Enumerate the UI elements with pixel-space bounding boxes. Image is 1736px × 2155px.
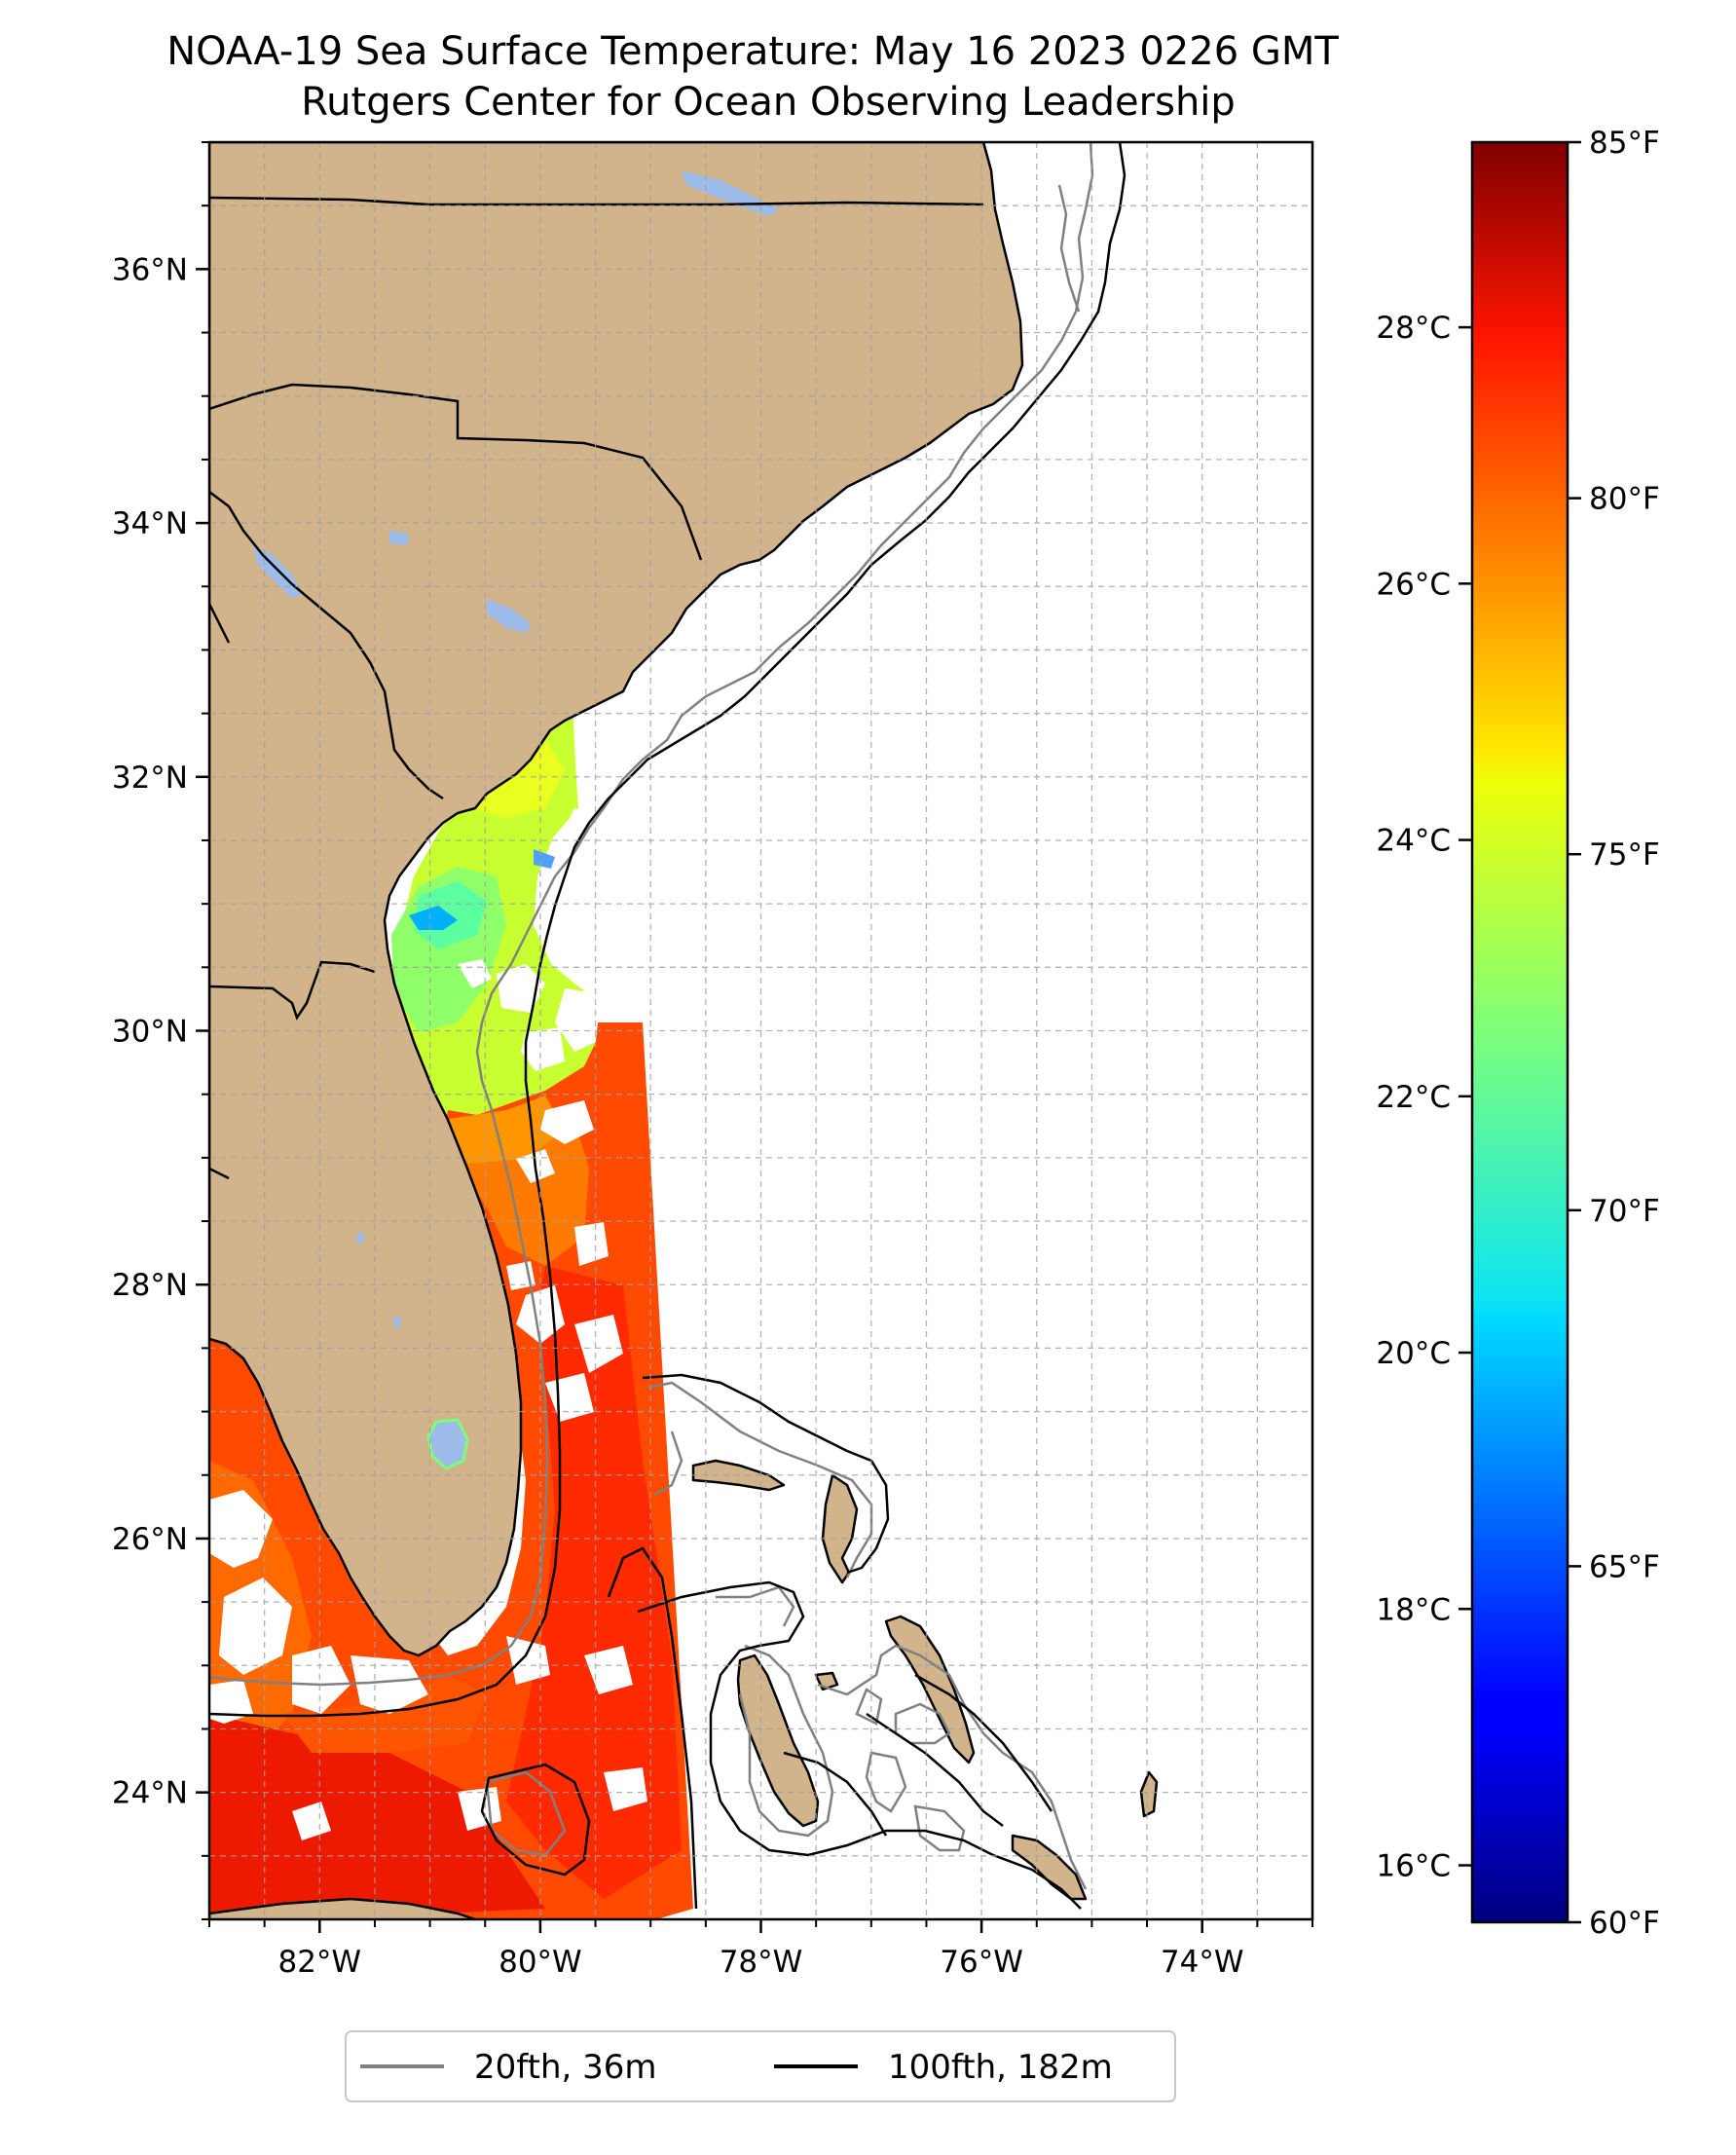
sst-patch <box>506 1266 682 1899</box>
y-tick-label: 32°N <box>112 761 188 796</box>
x-tick-label: 76°W <box>940 1945 1023 1980</box>
colorbar-celsius-label: 28°C <box>1376 311 1451 346</box>
cuba-coast <box>209 1897 479 1919</box>
legend: 20fth, 36m 100fth, 182m <box>345 2030 1176 2102</box>
lake <box>393 1315 401 1329</box>
colorbar-fahrenheit-ticks: 60°F 65°F 70°F 75°F 80°F 85°F <box>1568 126 1660 1941</box>
map-title: NOAA-19 Sea Surface Temperature: May 16 … <box>166 29 1339 74</box>
lake <box>389 531 409 545</box>
legend-label-20fth: 20fth, 36m <box>474 2048 657 2087</box>
colorbar-celsius-label: 16°C <box>1376 1849 1451 1884</box>
colorbar-fahrenheit-label: 65°F <box>1589 1549 1660 1584</box>
lake <box>487 599 531 633</box>
map-area <box>209 142 1312 1919</box>
eleuthera-island <box>884 1615 976 1765</box>
cat-island <box>1139 1770 1159 1818</box>
lake <box>356 1232 365 1245</box>
colorbar-fahrenheit-label: 80°F <box>1589 482 1660 517</box>
land <box>209 142 1159 1919</box>
isobath-20fth <box>209 142 1094 1890</box>
colorbar-fahrenheit-label: 75°F <box>1589 837 1660 873</box>
y-tick-label: 28°N <box>112 1268 188 1303</box>
sst-patch <box>282 1675 487 1753</box>
colorbar-celsius-label: 26°C <box>1376 567 1451 602</box>
colorbar-fahrenheit-label: 60°F <box>1589 1906 1660 1941</box>
va-nc-border <box>209 196 984 206</box>
ga-fl-border <box>209 960 376 1021</box>
ga-sc-border <box>209 491 444 800</box>
y-tick-label: 34°N <box>112 506 188 541</box>
colorbar-celsius-label: 24°C <box>1376 824 1451 859</box>
legend-label-100fth: 100fth, 182m <box>888 2048 1113 2087</box>
sst-patch <box>209 1714 545 1919</box>
colorbar-celsius-label: 20°C <box>1376 1336 1451 1371</box>
isobath-100fth <box>209 142 1127 1910</box>
sst-cold-patch <box>409 906 458 930</box>
colorbar-fahrenheit-label: 85°F <box>1589 126 1660 161</box>
y-tick-label: 24°N <box>112 1776 188 1811</box>
x-axis: 82°W 80°W 78°W 76°W 74°W <box>208 1919 1313 1980</box>
nc-sc-border <box>209 383 703 561</box>
state-borders <box>209 196 984 1180</box>
x-tick-label: 82°W <box>277 1945 361 1980</box>
al-fl-border <box>209 1167 230 1180</box>
y-tick-label: 30°N <box>112 1015 188 1050</box>
exuma-islands <box>1011 1834 1088 1901</box>
y-tick-label: 36°N <box>112 252 188 287</box>
graticule <box>209 142 1312 1919</box>
x-tick-label: 74°W <box>1161 1945 1244 1980</box>
colorbar-celsius-label: 22°C <box>1376 1080 1451 1115</box>
x-tick-label: 78°W <box>720 1945 803 1980</box>
x-tick-label: 80°W <box>499 1945 582 1980</box>
y-axis: 24°N 26°N 28°N 30°N 32°N 34°N 36°N <box>112 141 209 1920</box>
colorbar-celsius-label: 18°C <box>1376 1592 1451 1627</box>
y-tick-label: 26°N <box>112 1522 188 1557</box>
cloud-mask <box>209 808 647 1840</box>
colorbar-celsius-ticks: 16°C 18°C 20°C 22°C 24°C 26°C 28°C <box>1376 311 1472 1884</box>
sst-cold-patch <box>534 849 555 869</box>
colorbar: 16°C 18°C 20°C 22°C 24°C 26°C 28°C 60°F 65°F 70°… <box>1376 126 1659 1941</box>
map-subtitle: Rutgers Center for Ocean Observing Leade… <box>301 80 1236 125</box>
legend-box <box>345 2030 1176 2102</box>
lake-okeechobee <box>426 1418 469 1470</box>
us-mainland <box>209 142 1024 1657</box>
colorbar-gradient <box>1470 140 1570 1924</box>
colorbar-fahrenheit-label: 70°F <box>1589 1194 1660 1229</box>
ga-al-border <box>209 603 231 644</box>
